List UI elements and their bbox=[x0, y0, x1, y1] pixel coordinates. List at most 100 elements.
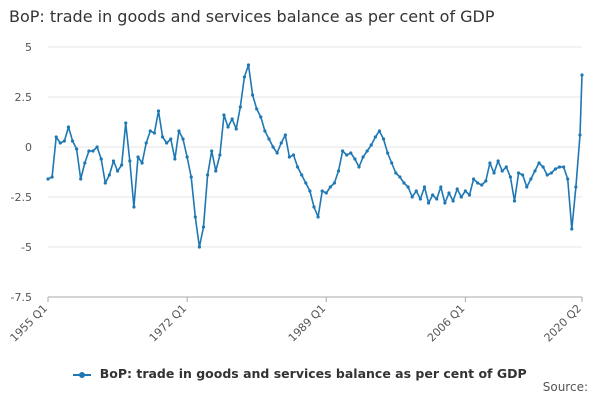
data-point bbox=[557, 165, 562, 169]
data-point bbox=[304, 181, 308, 185]
data-point bbox=[66, 125, 71, 129]
series-line bbox=[47, 64, 583, 248]
data-point bbox=[406, 185, 410, 189]
data-point bbox=[455, 187, 459, 191]
data-point bbox=[410, 195, 414, 199]
data-point bbox=[541, 165, 545, 169]
chart-title: BoP: trade in goods and services balance… bbox=[9, 7, 495, 26]
data-point bbox=[574, 185, 578, 189]
data-point bbox=[103, 181, 107, 185]
data-point bbox=[132, 205, 136, 209]
data-point bbox=[345, 153, 349, 157]
data-point bbox=[275, 151, 279, 155]
data-point bbox=[156, 109, 161, 113]
data-point bbox=[279, 141, 283, 145]
data-point bbox=[369, 143, 373, 147]
data-point bbox=[201, 225, 206, 229]
data-point bbox=[70, 139, 75, 143]
data-point bbox=[300, 173, 304, 177]
data-point bbox=[165, 141, 169, 145]
data-point bbox=[312, 205, 316, 209]
data-point bbox=[492, 171, 496, 175]
data-point bbox=[561, 165, 566, 169]
data-point bbox=[79, 177, 83, 181]
data-point bbox=[422, 185, 427, 189]
data-point bbox=[570, 227, 574, 231]
y-tick-label: 0 bbox=[25, 141, 32, 154]
data-point bbox=[373, 135, 377, 139]
data-point bbox=[414, 189, 418, 193]
data-point bbox=[238, 105, 242, 109]
grid-lines bbox=[48, 46, 582, 298]
data-point bbox=[398, 175, 402, 179]
data-point bbox=[357, 165, 361, 169]
source-label: Source: bbox=[542, 380, 588, 394]
data-point bbox=[115, 169, 120, 173]
data-point bbox=[99, 157, 103, 161]
x-tick-label: 2020 Q2 bbox=[542, 302, 585, 345]
data-point bbox=[148, 129, 152, 133]
data-point bbox=[353, 157, 357, 161]
data-point bbox=[144, 141, 148, 145]
data-point bbox=[185, 155, 189, 159]
data-point bbox=[484, 179, 488, 183]
data-point bbox=[578, 133, 582, 137]
data-point bbox=[500, 169, 504, 173]
data-point bbox=[521, 173, 525, 177]
x-tick-label: 1955 Q1 bbox=[8, 302, 51, 345]
x-tick-label: 2006 Q1 bbox=[425, 302, 468, 345]
data-point bbox=[332, 181, 337, 185]
data-point bbox=[566, 177, 570, 181]
x-axis: 1955 Q1 1972 Q1 1989 Q1 2006 Q1 2020 Q2 bbox=[8, 296, 585, 345]
data-point bbox=[91, 149, 95, 153]
data-point bbox=[390, 161, 394, 165]
legend-line-icon bbox=[73, 371, 92, 378]
legend-label: BoP: trade in goods and services balance… bbox=[99, 366, 527, 381]
data-point bbox=[181, 137, 185, 141]
y-tick-label: -5 bbox=[21, 241, 32, 254]
data-point bbox=[177, 129, 181, 133]
legend[interactable]: BoP: trade in goods and services balance… bbox=[0, 366, 600, 381]
data-point bbox=[197, 245, 202, 249]
data-point bbox=[553, 167, 558, 171]
data-point bbox=[160, 135, 165, 139]
data-point bbox=[246, 63, 251, 67]
data-point bbox=[75, 147, 79, 151]
data-point bbox=[210, 149, 214, 153]
data-point bbox=[226, 125, 230, 129]
data-point bbox=[418, 197, 422, 201]
data-point bbox=[476, 181, 480, 185]
data-point bbox=[512, 199, 517, 203]
data-point bbox=[242, 75, 247, 79]
data-point bbox=[83, 161, 87, 165]
y-tick-label: 5 bbox=[25, 41, 32, 54]
data-point bbox=[381, 137, 386, 141]
data-point bbox=[336, 169, 341, 173]
data-point bbox=[435, 197, 439, 201]
data-point bbox=[283, 133, 287, 137]
y-axis: 5 2.5 0 -2.5 -5 -7.5 bbox=[11, 41, 32, 304]
data-point bbox=[459, 195, 463, 199]
data-point bbox=[95, 145, 99, 149]
data-point bbox=[193, 215, 197, 219]
data-point bbox=[169, 137, 173, 141]
data-point bbox=[291, 153, 296, 157]
data-point bbox=[140, 161, 144, 165]
data-point bbox=[316, 215, 320, 219]
data-point bbox=[120, 163, 124, 167]
data-point bbox=[471, 177, 476, 181]
data-point bbox=[250, 93, 255, 97]
data-point bbox=[525, 185, 529, 189]
data-point bbox=[516, 171, 521, 175]
data-point bbox=[533, 169, 537, 173]
data-point bbox=[54, 135, 58, 139]
data-point bbox=[480, 183, 484, 187]
data-point bbox=[447, 191, 451, 195]
data-point bbox=[173, 157, 177, 161]
data-point bbox=[467, 193, 472, 197]
data-point bbox=[128, 159, 132, 163]
data-point bbox=[426, 201, 431, 205]
data-point bbox=[537, 161, 541, 165]
data-point bbox=[451, 199, 455, 203]
